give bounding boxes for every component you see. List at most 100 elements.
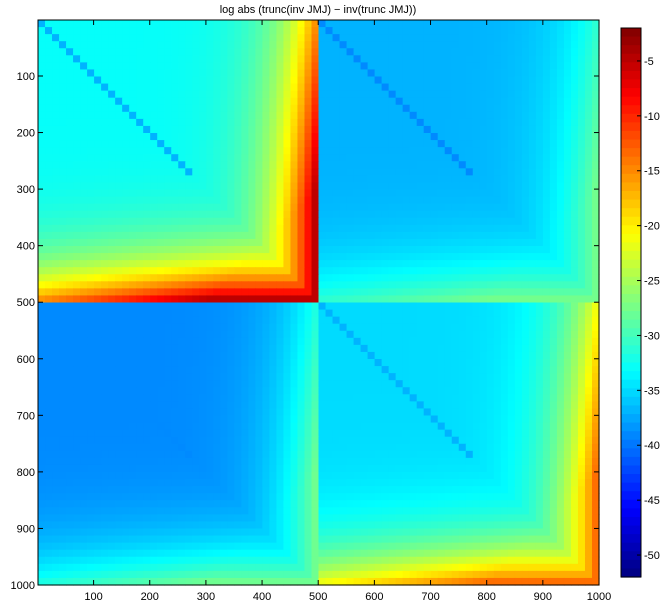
heatmap-cell xyxy=(66,408,74,417)
heatmap-cell xyxy=(94,27,102,35)
heatmap-cell xyxy=(374,443,383,452)
heatmap-cell xyxy=(535,27,544,35)
heatmap-cell xyxy=(143,295,151,304)
heatmap-cell xyxy=(584,125,593,134)
heatmap-cell xyxy=(87,253,95,261)
heatmap-cell xyxy=(395,62,404,71)
heatmap-cell xyxy=(108,189,116,198)
heatmap-cell xyxy=(381,118,390,127)
heatmap-cell xyxy=(276,231,285,240)
heatmap-cell xyxy=(423,260,432,268)
heatmap-cell xyxy=(304,76,313,85)
heatmap-cell xyxy=(472,366,481,374)
heatmap-cell xyxy=(220,224,228,233)
heatmap-cell xyxy=(458,366,467,374)
heatmap-cell xyxy=(108,83,116,92)
heatmap-cell xyxy=(255,436,263,445)
heatmap-cell xyxy=(52,196,60,205)
heatmap-cell xyxy=(283,380,292,388)
heatmap-cell xyxy=(206,97,214,106)
heatmap-cell xyxy=(248,401,256,410)
heatmap-cell xyxy=(367,34,376,42)
heatmap-cell xyxy=(164,309,172,318)
heatmap-cell xyxy=(213,189,221,198)
heatmap-cell xyxy=(409,401,418,410)
heatmap-cell xyxy=(451,302,460,311)
heatmap-cell xyxy=(171,55,179,63)
heatmap-cell xyxy=(129,168,137,176)
heatmap-cell xyxy=(507,210,516,219)
heatmap-cell xyxy=(38,295,46,304)
heatmap-cell xyxy=(80,450,88,459)
heatmap-cell xyxy=(493,295,502,304)
heatmap-cell xyxy=(206,394,214,402)
heatmap-cell xyxy=(402,295,411,304)
heatmap-cell xyxy=(507,302,516,311)
heatmap-cell xyxy=(360,429,369,438)
heatmap-cell xyxy=(87,62,95,71)
heatmap-cell xyxy=(493,450,502,459)
heatmap-cell xyxy=(164,111,172,120)
heatmap-cell xyxy=(542,41,551,49)
heatmap-cell xyxy=(59,111,67,120)
heatmap-cell xyxy=(318,387,327,395)
heatmap-cell xyxy=(353,34,362,42)
heatmap-cell xyxy=(577,436,586,445)
heatmap-cell xyxy=(185,281,193,289)
heatmap-cell xyxy=(542,133,551,141)
heatmap-cell xyxy=(185,133,193,141)
heatmap-cell xyxy=(451,387,460,395)
heatmap-cell xyxy=(143,359,151,367)
heatmap-cell xyxy=(339,401,348,410)
heatmap-cell xyxy=(38,20,46,28)
heatmap-cell xyxy=(591,380,600,388)
heatmap-cell xyxy=(549,288,558,297)
heatmap-cell xyxy=(122,238,130,247)
heatmap-cell xyxy=(297,415,306,424)
heatmap-cell xyxy=(206,76,214,85)
heatmap-cell xyxy=(584,111,593,120)
heatmap-cell xyxy=(122,302,130,311)
heatmap-cell xyxy=(164,323,172,332)
heatmap-cell xyxy=(255,380,263,388)
heatmap-cell xyxy=(304,20,313,28)
heatmap-cell xyxy=(381,450,390,459)
heatmap-cell xyxy=(122,55,130,63)
heatmap-cell xyxy=(45,210,53,219)
heatmap-cell xyxy=(500,436,509,445)
heatmap-cell xyxy=(311,111,320,120)
heatmap-cell xyxy=(381,203,390,212)
heatmap-cell xyxy=(507,111,516,120)
heatmap-cell xyxy=(409,281,418,289)
heatmap-cell xyxy=(451,337,460,346)
heatmap-cell xyxy=(66,309,74,318)
heatmap-cell xyxy=(346,161,355,169)
heatmap-cell xyxy=(38,231,46,240)
heatmap-cell xyxy=(59,323,67,332)
heatmap-cell xyxy=(304,182,313,191)
heatmap-cell xyxy=(549,401,558,410)
heatmap-cell xyxy=(59,133,67,141)
heatmap-cell xyxy=(150,253,158,261)
heatmap-cell xyxy=(276,394,285,402)
heatmap-cell xyxy=(276,302,285,311)
heatmap-cell xyxy=(143,281,151,289)
heatmap-cell xyxy=(276,429,285,438)
heatmap-cell xyxy=(248,55,256,63)
heatmap-cell xyxy=(318,83,327,92)
heatmap-cell xyxy=(94,436,102,445)
heatmap-cell xyxy=(563,323,572,332)
heatmap-cell xyxy=(213,394,221,402)
heatmap-cell xyxy=(395,351,404,360)
heatmap-cell xyxy=(94,125,102,134)
heatmap-cell xyxy=(157,48,165,56)
heatmap-cell xyxy=(465,380,474,388)
heatmap-cell xyxy=(297,260,306,268)
heatmap-cell xyxy=(570,168,579,176)
heatmap-cell xyxy=(304,267,313,275)
heatmap-cell xyxy=(472,224,481,233)
heatmap-cell xyxy=(143,133,151,141)
heatmap-cell xyxy=(451,281,460,289)
heatmap-cell xyxy=(52,295,60,304)
heatmap-cell xyxy=(38,27,46,35)
